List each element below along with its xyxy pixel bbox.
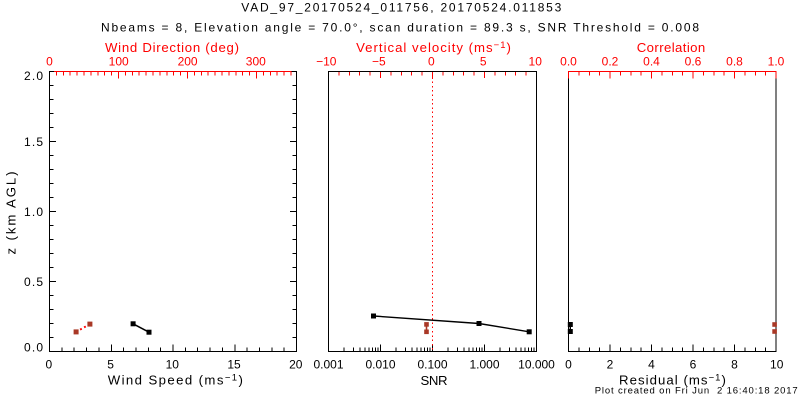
svg-text:1.000: 1.000 <box>469 358 499 372</box>
svg-text:1.0: 1.0 <box>24 205 43 219</box>
svg-text:Wind Speed (ms−1): Wind Speed (ms−1) <box>108 372 245 387</box>
svg-text:Residual (ms−1): Residual (ms−1) <box>619 372 727 387</box>
svg-text:1.5: 1.5 <box>24 135 43 149</box>
svg-text:0: 0 <box>428 55 435 69</box>
svg-text:Plot created on Fri Jun 2 16:: Plot created on Fri Jun 2 16:40:18 2017 <box>595 386 798 397</box>
svg-text:Nbeams = 8, Elevation angle =: Nbeams = 8, Elevation angle = 70.0°, sca… <box>101 21 699 35</box>
svg-text:0: 0 <box>46 55 53 69</box>
svg-text:−5: −5 <box>372 55 386 69</box>
svg-text:6: 6 <box>690 358 697 372</box>
svg-text:5: 5 <box>480 55 487 69</box>
svg-text:0.0: 0.0 <box>24 341 43 355</box>
svg-text:300: 300 <box>246 55 266 69</box>
svg-text:0.6: 0.6 <box>685 55 702 69</box>
svg-text:4: 4 <box>648 358 655 372</box>
svg-text:Wind Direction (deg): Wind Direction (deg) <box>105 40 239 55</box>
svg-text:1.0: 1.0 <box>768 55 785 69</box>
svg-text:0.0: 0.0 <box>560 55 577 69</box>
svg-text:0.2: 0.2 <box>602 55 619 69</box>
svg-text:15: 15 <box>227 358 241 372</box>
svg-text:0: 0 <box>565 358 572 372</box>
svg-text:10: 10 <box>770 358 784 372</box>
svg-text:0.4: 0.4 <box>643 55 660 69</box>
svg-text:2: 2 <box>607 358 614 372</box>
svg-text:0.5: 0.5 <box>24 275 43 289</box>
svg-text:Correlation: Correlation <box>637 40 706 55</box>
svg-text:0: 0 <box>45 358 52 372</box>
svg-text:0.001: 0.001 <box>313 358 343 372</box>
svg-text:200: 200 <box>178 55 198 69</box>
svg-text:−10: −10 <box>316 55 337 69</box>
svg-text:8: 8 <box>731 358 738 372</box>
svg-text:0.100: 0.100 <box>417 358 447 372</box>
svg-text:2.0: 2.0 <box>24 69 43 83</box>
svg-text:20: 20 <box>289 358 303 372</box>
svg-text:VAD_97_20170524_011756, 201705: VAD_97_20170524_011756, 20170524.011853 <box>241 1 561 15</box>
svg-text:10: 10 <box>166 358 180 372</box>
svg-text:Vertical velocity (ms−1): Vertical velocity (ms−1) <box>356 40 512 55</box>
svg-text:10: 10 <box>529 55 543 69</box>
svg-text:100: 100 <box>109 55 129 69</box>
svg-text:10.000: 10.000 <box>518 358 555 372</box>
svg-text:SNR: SNR <box>421 373 448 388</box>
svg-text:0.010: 0.010 <box>365 358 395 372</box>
svg-text:z (km AGL): z (km AGL) <box>4 172 19 255</box>
svg-text:5: 5 <box>107 358 114 372</box>
svg-text:0.8: 0.8 <box>726 55 743 69</box>
